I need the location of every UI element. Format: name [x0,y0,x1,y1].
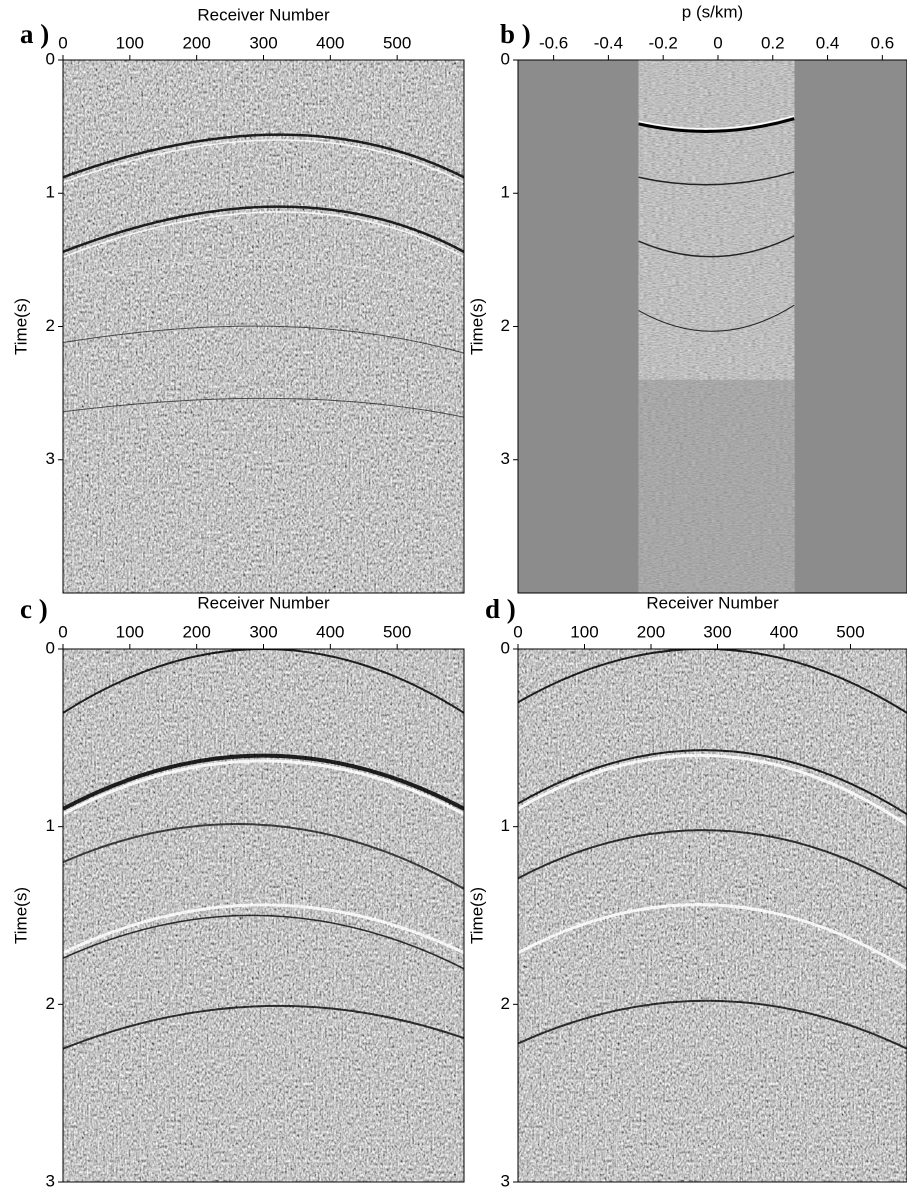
event [63,133,464,179]
event [63,325,464,354]
y-axis-title: Time(s) [11,887,30,944]
x-tick-label: 400 [316,622,344,641]
x-axis-title: Receiver Number [197,593,330,612]
seismic-image [63,60,464,593]
event [638,235,795,258]
x-tick-label: 400 [770,622,798,641]
event [63,258,464,295]
event [518,903,907,971]
event [638,117,795,133]
x-tick-label: 0.4 [816,33,840,52]
event [63,649,464,714]
y-tick-label: 1 [501,816,510,835]
x-tick-label: 300 [249,622,277,641]
x-tick-label: 0 [58,622,67,641]
event [63,205,464,254]
event [63,753,464,811]
y-tick-label: 3 [46,1171,55,1187]
x-tick-label: 0 [713,33,722,52]
x-tick-label: -0.6 [539,33,568,52]
x-tick-label: 200 [182,622,210,641]
x-tick-label: 100 [116,33,144,52]
x-tick-label: 0 [58,33,67,52]
x-tick-label: 100 [116,622,144,641]
y-tick-label: 3 [501,1171,510,1187]
fade [638,379,795,593]
panel-label: c ) [20,594,48,624]
y-tick-label: 2 [501,316,510,335]
x-tick-label: 0.2 [761,33,785,52]
event [63,139,464,184]
event [638,304,795,332]
seismic-image [518,649,907,1182]
x-tick-label: 0.6 [871,33,895,52]
x-tick-label: 200 [182,33,210,52]
event [638,171,795,186]
x-tick-label: 300 [249,33,277,52]
panel-label: b ) [500,19,531,49]
panel-label: a ) [20,19,49,49]
y-tick-label: 0 [46,49,55,68]
event [63,903,464,955]
x-axis-title: p (s/km) [682,2,743,21]
x-axis-title: Receiver Number [197,5,330,24]
y-axis-title: Time(s) [11,298,30,355]
x-tick-label: 400 [316,33,344,52]
event [63,823,464,890]
seismic-image [63,649,464,1182]
seismic-image [518,60,907,593]
event [518,749,907,816]
event [518,999,907,1050]
x-tick-label: -0.2 [649,33,678,52]
event [63,914,464,970]
noise [518,649,907,1182]
event [63,397,464,418]
y-tick-label: 2 [46,316,55,335]
x-tick-label: -0.4 [594,33,623,52]
x-axis-title: Receiver Number [646,593,779,612]
y-tick-label: 3 [46,449,55,468]
event [518,753,907,827]
event [63,759,464,816]
y-tick-label: 0 [501,49,510,68]
y-tick-label: 1 [501,183,510,202]
y-tick-label: 3 [501,449,510,468]
x-tick-label: 100 [570,622,598,641]
y-tick-label: 0 [501,638,510,657]
frame [517,648,907,1183]
y-axis-title: Time(s) [467,298,486,355]
panel: -0.6 -0.4 -0.2 0 0.2 0.4 0.6 0 1 2 3 p (s/km) Time(s… [467,2,907,594]
event [63,211,464,258]
x-tick-label: 200 [637,622,665,641]
y-axis-title: Time(s) [467,887,486,944]
x-tick-label: 500 [383,622,411,641]
y-tick-label: 1 [46,183,55,202]
y-tick-label: 2 [501,994,510,1013]
event [518,829,907,890]
panel: 0 100 200 300 400 500 0 1 2 3 Receiver Number Time(… [467,593,907,1187]
y-tick-label: 2 [46,994,55,1013]
noise-band [638,60,795,593]
panel: 0 100 200 300 400 500 0 1 2 3 Receiver Number Time(… [11,593,465,1187]
y-tick-label: 1 [46,816,55,835]
panel: 0 100 200 300 400 500 0 1 2 3 Receiver Number Time(… [11,5,465,594]
event [638,115,795,130]
y-tick-label: 0 [46,638,55,657]
x-tick-label: 0 [513,622,522,641]
x-tick-label: 500 [836,622,864,641]
event [63,1004,464,1050]
x-tick-label: 300 [703,622,731,641]
x-tick-label: 500 [383,33,411,52]
panel-label: d ) [485,594,516,624]
